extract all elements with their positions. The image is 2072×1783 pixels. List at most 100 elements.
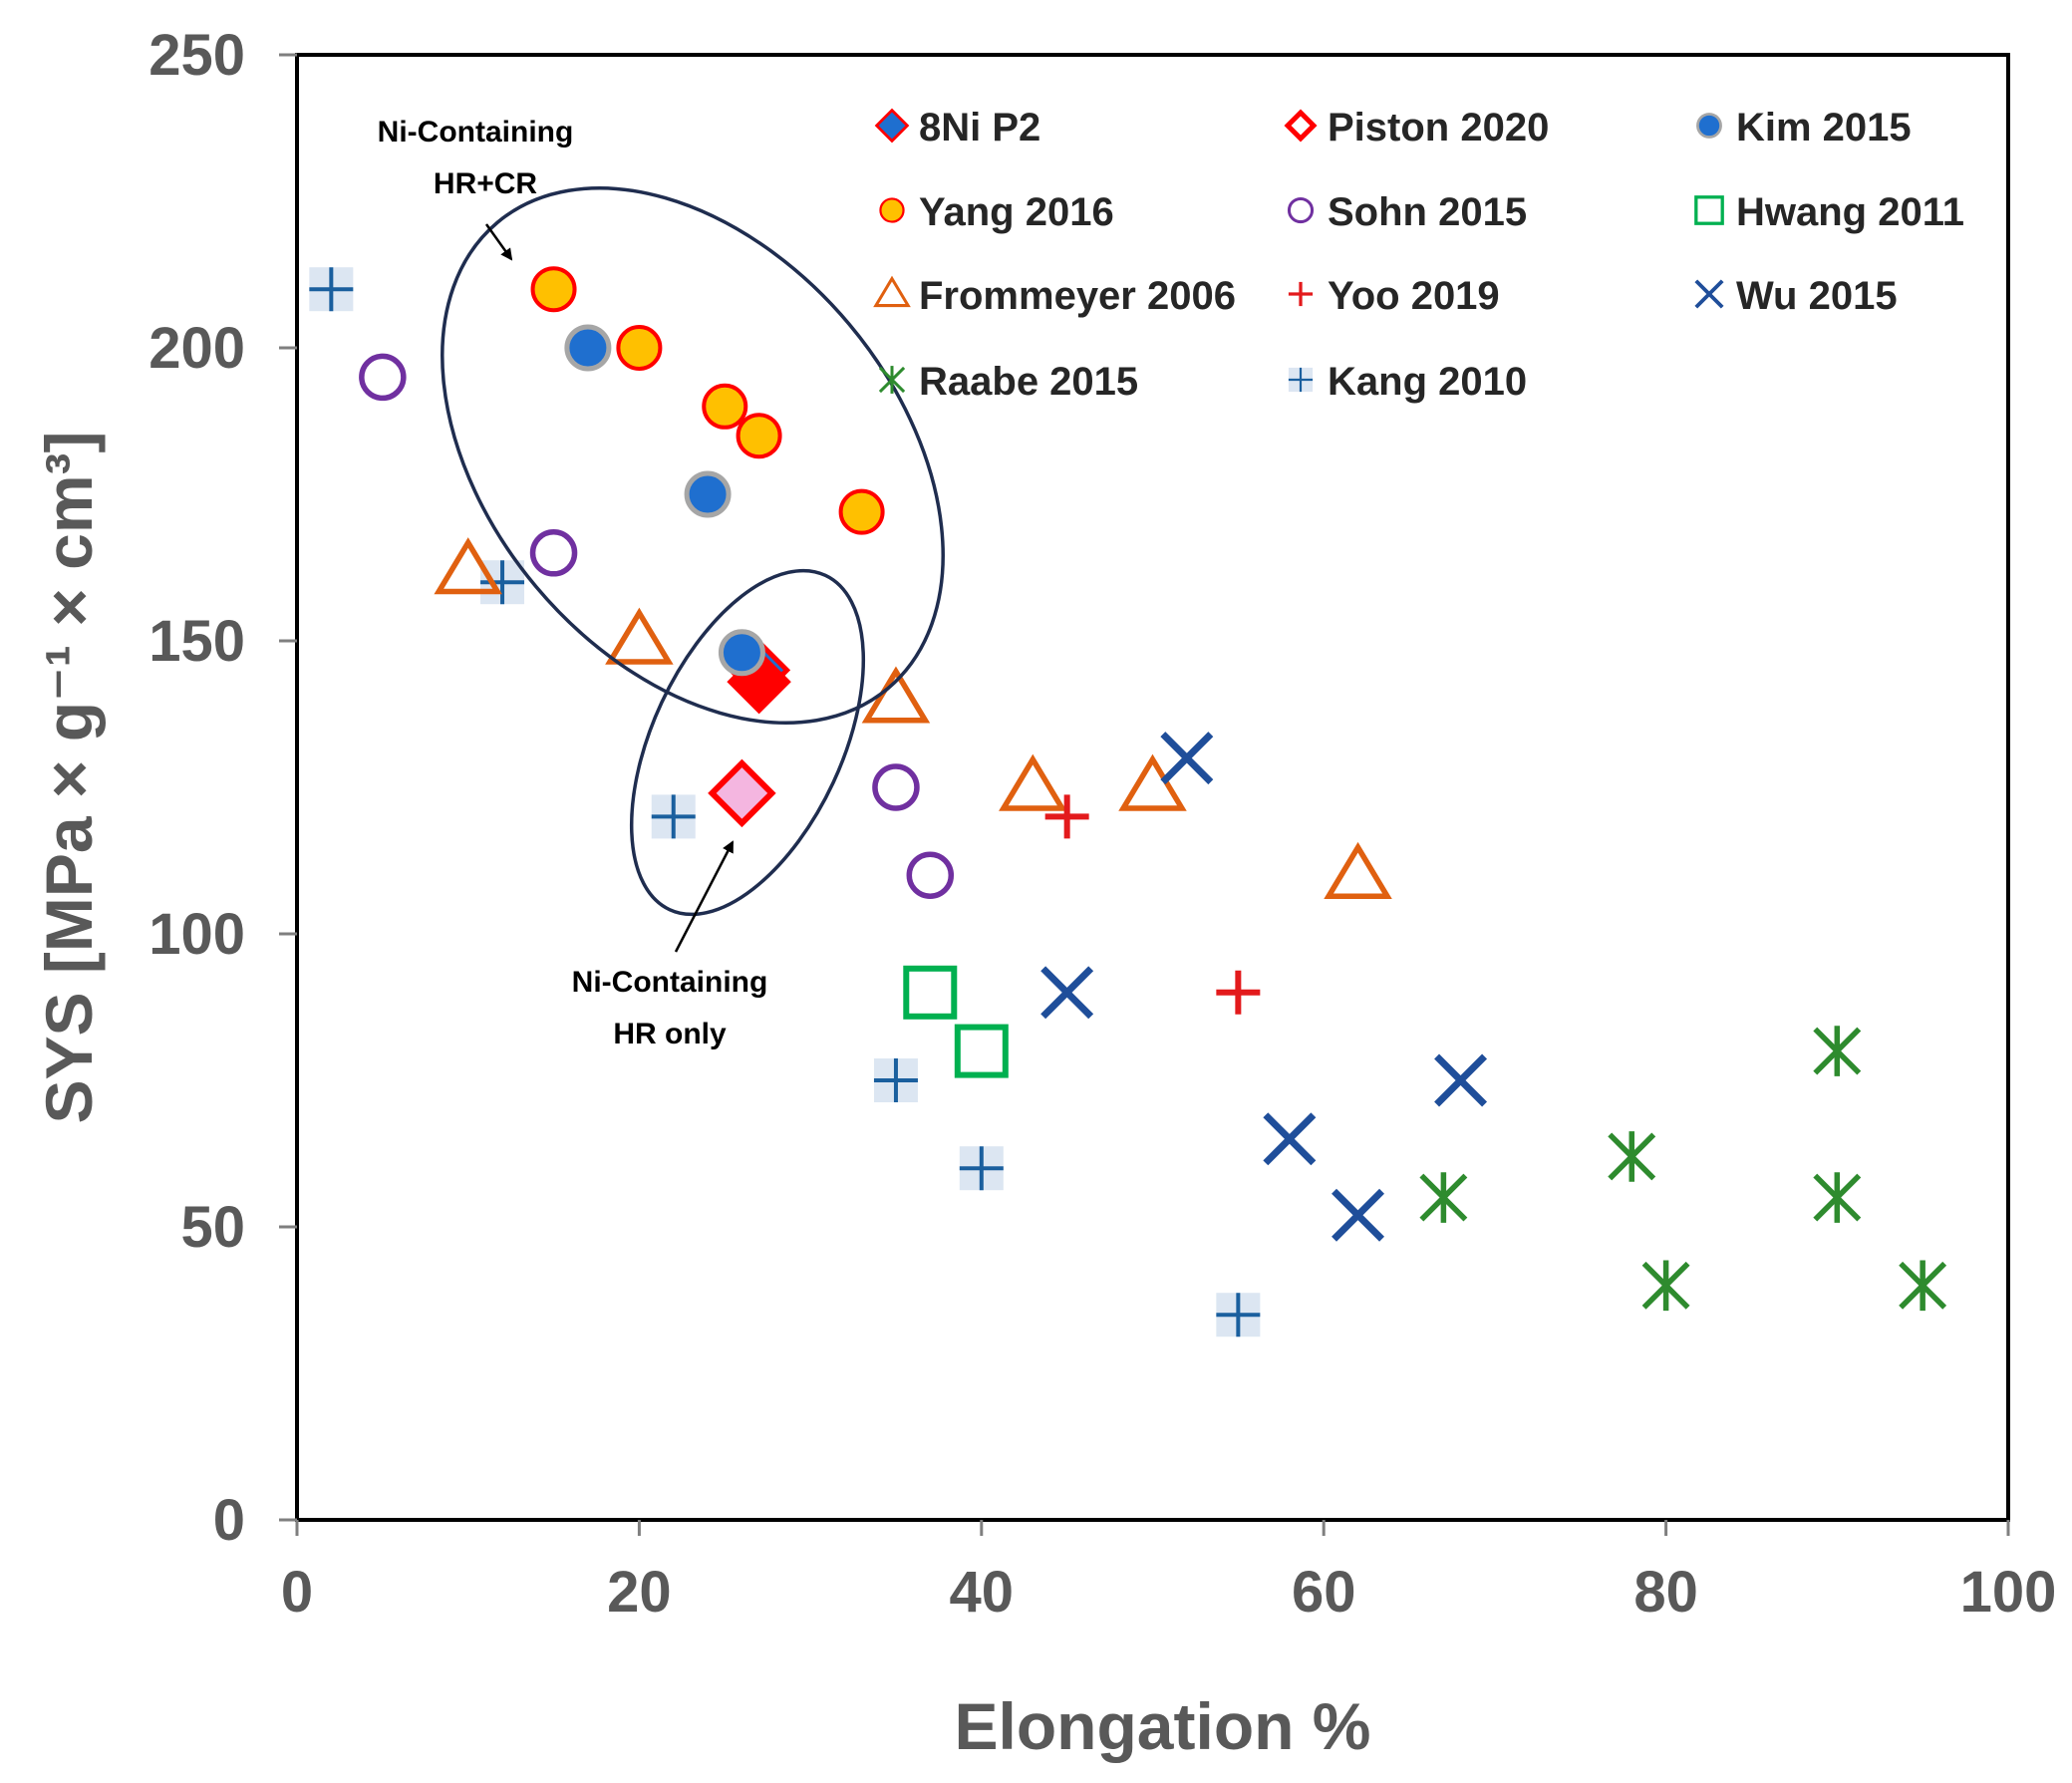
data-point xyxy=(1263,1112,1317,1166)
legend-marker xyxy=(1284,109,1318,143)
circle-shape xyxy=(684,470,732,518)
legend-item: Hwang 2011 xyxy=(1694,190,1964,234)
x-tick-label: 40 xyxy=(950,1560,1015,1625)
x-tick-label: 60 xyxy=(1292,1560,1356,1625)
triangle-shape xyxy=(1324,841,1392,899)
square-shape xyxy=(1694,195,1724,225)
legend-label: Piston 2020 xyxy=(1328,106,1549,149)
data-point xyxy=(954,1024,1009,1078)
data-point xyxy=(1641,1260,1690,1312)
annotation-hr-only-line2: HR only xyxy=(613,1018,727,1050)
circle-shape xyxy=(1287,196,1315,224)
data-point xyxy=(1216,1293,1261,1337)
circle-shape xyxy=(564,324,612,372)
data-point xyxy=(1332,1188,1385,1242)
series-piston-2020 xyxy=(708,649,791,828)
data-point xyxy=(651,794,696,839)
data-point xyxy=(718,629,765,677)
data-point xyxy=(872,763,920,811)
annotations: Ni-Containing HR+CR Ni-Containing HR only xyxy=(378,116,945,1050)
legend-label: Wu 2015 xyxy=(1736,274,1898,318)
legend-marker xyxy=(874,108,910,144)
series-frommeyer-2006 xyxy=(434,537,1392,899)
circle-shape xyxy=(359,353,407,402)
legend-marker xyxy=(1694,195,1724,225)
data-point xyxy=(564,324,612,372)
legend-label: Hwang 2011 xyxy=(1736,190,1964,234)
data-point xyxy=(530,266,577,313)
data-point xyxy=(480,560,525,605)
legend-item: Frommeyer 2006 xyxy=(873,274,1236,318)
circle-shape xyxy=(906,851,955,899)
x-tick-label: 100 xyxy=(1960,1560,2057,1625)
x-b xyxy=(1040,966,1094,1020)
legend: 8Ni P2 Piston 2020 Kim 2015 Yang 2016 Sohn 2… xyxy=(873,106,1964,404)
legend-label: Frommeyer 2006 xyxy=(919,274,1236,318)
data-point xyxy=(529,529,578,577)
circle-shape xyxy=(616,325,663,371)
x-b xyxy=(1332,1188,1385,1242)
triangle-shape xyxy=(861,666,931,724)
diamond-shape xyxy=(708,758,776,828)
circle-shape xyxy=(736,413,782,459)
x-tick-label: 20 xyxy=(607,1560,672,1625)
triangle-shape xyxy=(434,537,502,595)
data-point xyxy=(1419,1172,1468,1223)
data-point xyxy=(1608,1131,1656,1182)
x-b xyxy=(1694,279,1724,309)
data-point xyxy=(1118,753,1187,811)
triangle-shape xyxy=(999,753,1067,811)
data-point xyxy=(903,965,958,1020)
data-point xyxy=(861,666,931,724)
data-point xyxy=(702,383,748,430)
data-point xyxy=(1813,1026,1862,1076)
series-raabe-2015 xyxy=(1419,1026,1947,1312)
legend-item: Yang 2016 xyxy=(879,190,1114,234)
triangle-shape xyxy=(873,275,911,308)
annotation-hr-cr-line2: HR+CR xyxy=(434,167,538,200)
diamond-shape xyxy=(874,108,910,144)
legend-item: Wu 2015 xyxy=(1694,274,1898,318)
circle-shape xyxy=(879,197,905,223)
x-b xyxy=(1160,732,1214,785)
data-point xyxy=(999,753,1067,811)
legend-item: 8Ni P2 xyxy=(874,106,1040,149)
series-wu-2015 xyxy=(1040,732,1488,1242)
data-point xyxy=(1324,841,1392,899)
series-hwang-2011 xyxy=(903,965,1009,1078)
legend-marker xyxy=(873,275,911,308)
x-tick-label: 0 xyxy=(281,1560,313,1625)
arrow-hr-only xyxy=(674,840,735,953)
legend-label: Yoo 2019 xyxy=(1328,274,1500,318)
data-point xyxy=(616,325,663,371)
ellipse-hr-cr xyxy=(441,186,945,725)
data-point xyxy=(434,537,502,595)
series-kang-2010 xyxy=(309,267,1261,1337)
legend-label: Yang 2016 xyxy=(919,190,1114,234)
arrow-hr-cr xyxy=(484,223,513,261)
series-sohn-2015 xyxy=(359,353,955,899)
x-axis-title: Elongation % xyxy=(955,1689,1371,1763)
legend-marker xyxy=(1696,113,1722,139)
y-tick-label: 0 xyxy=(213,1488,245,1553)
square-shape xyxy=(954,1024,1009,1078)
legend-marker xyxy=(1694,279,1724,309)
circle-shape xyxy=(838,488,885,535)
legend-item: Yoo 2019 xyxy=(1288,274,1500,318)
data-point xyxy=(906,851,955,899)
legend-item: Kim 2015 xyxy=(1696,106,1912,149)
x-b xyxy=(1263,1112,1317,1166)
plot-frame xyxy=(295,53,2010,1522)
circle-shape xyxy=(718,629,765,677)
legend-marker xyxy=(879,197,905,223)
circle-shape xyxy=(1696,113,1722,139)
series-kim-2015 xyxy=(564,324,765,677)
circle-shape xyxy=(530,266,577,313)
data-point xyxy=(309,267,354,312)
legend-label: 8Ni P2 xyxy=(919,106,1040,149)
y-axis-title: SYS [MPa × g⁻¹ × cm³] xyxy=(32,432,106,1124)
data-points xyxy=(309,266,1947,1337)
legend-label: Kang 2010 xyxy=(1328,360,1527,404)
y-tick-label: 150 xyxy=(148,609,245,674)
data-point xyxy=(1899,1260,1947,1312)
